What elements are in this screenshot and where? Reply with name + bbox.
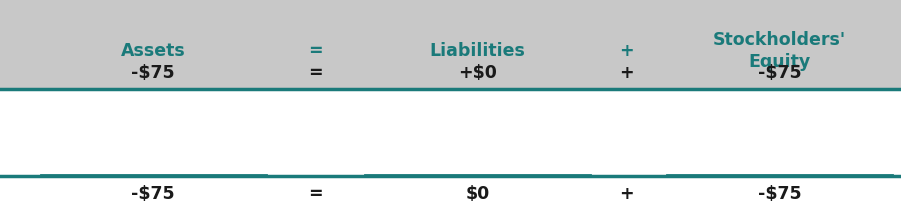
Text: Assets: Assets xyxy=(121,42,186,60)
Text: =: = xyxy=(308,42,323,60)
Text: =: = xyxy=(308,185,323,203)
Bar xyxy=(0,0,901,89)
Text: Liabilities: Liabilities xyxy=(430,42,525,60)
Text: Stockholders'
Equity: Stockholders' Equity xyxy=(713,31,846,71)
Text: =: = xyxy=(308,64,323,82)
Bar xyxy=(0,89,901,212)
Text: -$75: -$75 xyxy=(132,185,175,203)
Text: +: + xyxy=(619,42,633,60)
Text: $0: $0 xyxy=(466,185,489,203)
Text: +$0: +$0 xyxy=(458,64,497,82)
Text: -$75: -$75 xyxy=(758,185,801,203)
Text: -$75: -$75 xyxy=(758,64,801,82)
Text: -$75: -$75 xyxy=(132,64,175,82)
Text: +: + xyxy=(619,64,633,82)
Text: +: + xyxy=(619,185,633,203)
